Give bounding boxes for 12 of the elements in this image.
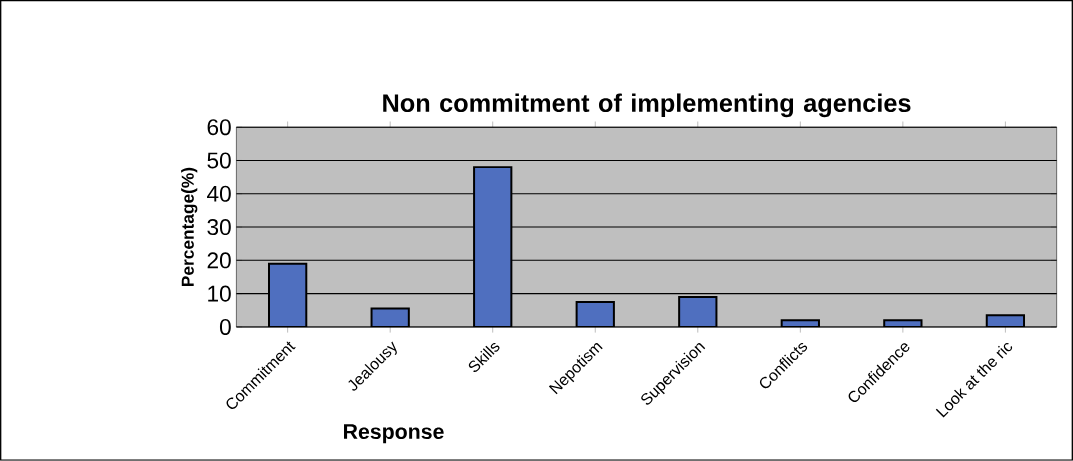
y-tick-label: 0 [219,319,231,336]
y-tick-label: 50 [207,152,231,169]
bar [473,166,513,328]
y-tick-label: 30 [207,219,231,236]
y-tick-label: 40 [207,185,231,202]
y-tick-label: 20 [207,252,231,269]
bar [268,262,308,328]
y-axis-title: Percentage(%) [181,167,198,287]
y-tick-label: 10 [208,285,231,302]
x-axis-title: Response [344,424,444,444]
chart-title: Non commitment of implementing agencies [383,93,911,118]
y-tick-label: 60 [207,119,231,136]
